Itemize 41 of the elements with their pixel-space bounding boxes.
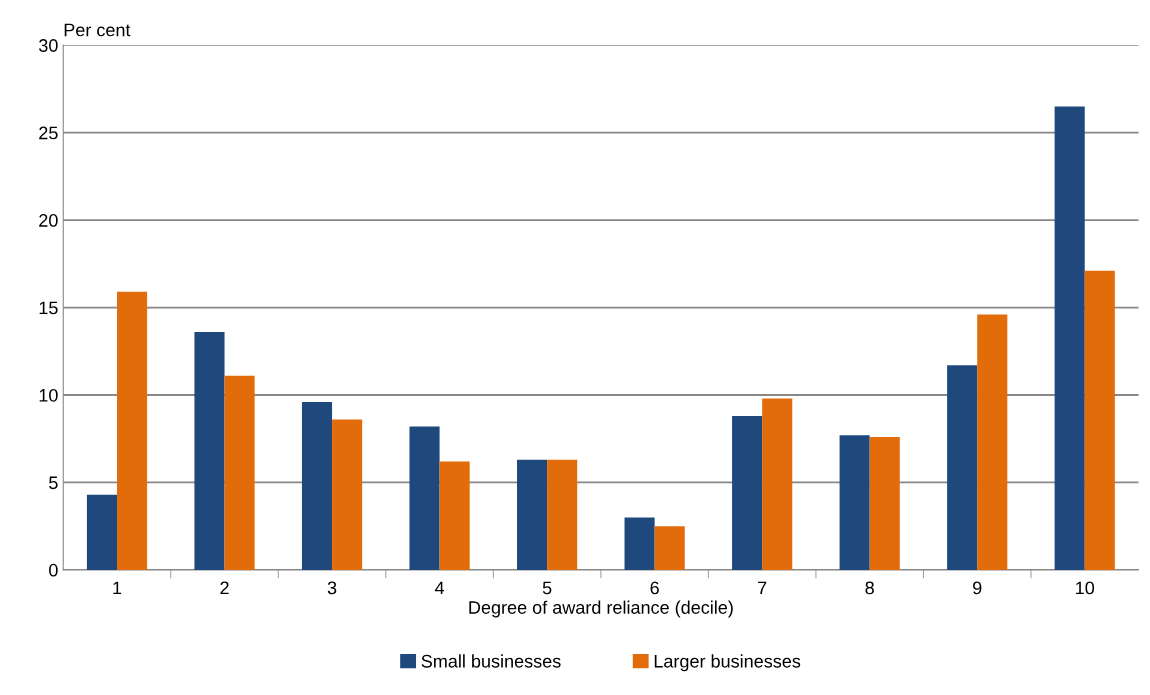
y-tick-label: 15 [39,301,58,315]
bar [301,401,333,570]
bar [117,291,148,570]
bar [762,398,793,570]
bar [224,375,255,570]
x-axis-title: Degree of award reliance (decile) [469,600,733,618]
bar [1084,270,1115,570]
x-tick-label: 2 [220,581,229,595]
x-tick-label: 8 [865,581,874,595]
x-tick-label: 9 [973,581,982,595]
x-tick-label: 1 [113,581,122,595]
bar [86,494,118,570]
x-tick-label: 5 [542,581,552,595]
y-tick-label: 25 [39,126,58,140]
y-tick-label: 5 [49,476,58,490]
y-tick-label: 20 [39,214,58,227]
x-tick-label: 10 [1076,581,1095,595]
bar [654,526,685,570]
legend-label: Small businesses [421,654,561,668]
bar [194,332,225,570]
bar [947,365,978,570]
x-tick-label: 3 [327,581,337,595]
bar [409,426,440,570]
y-tick-label: 0 [49,563,58,577]
legend-label: Larger businesses [654,654,801,672]
bar [977,314,1008,570]
bar [624,517,655,570]
y-tick-label: 30 [39,39,58,52]
bar [839,435,870,570]
bar [547,459,578,570]
x-tick-label: 6 [650,581,659,595]
bar [732,415,763,570]
x-tick-label: 7 [758,581,767,595]
bar [439,461,470,570]
x-tick-label: 4 [434,581,445,595]
bar [332,419,363,570]
y-axis-title: Per cent [64,23,131,37]
y-tick-label: 10 [39,388,58,402]
bar [869,436,900,570]
bar [517,459,548,570]
bar [1054,106,1085,570]
